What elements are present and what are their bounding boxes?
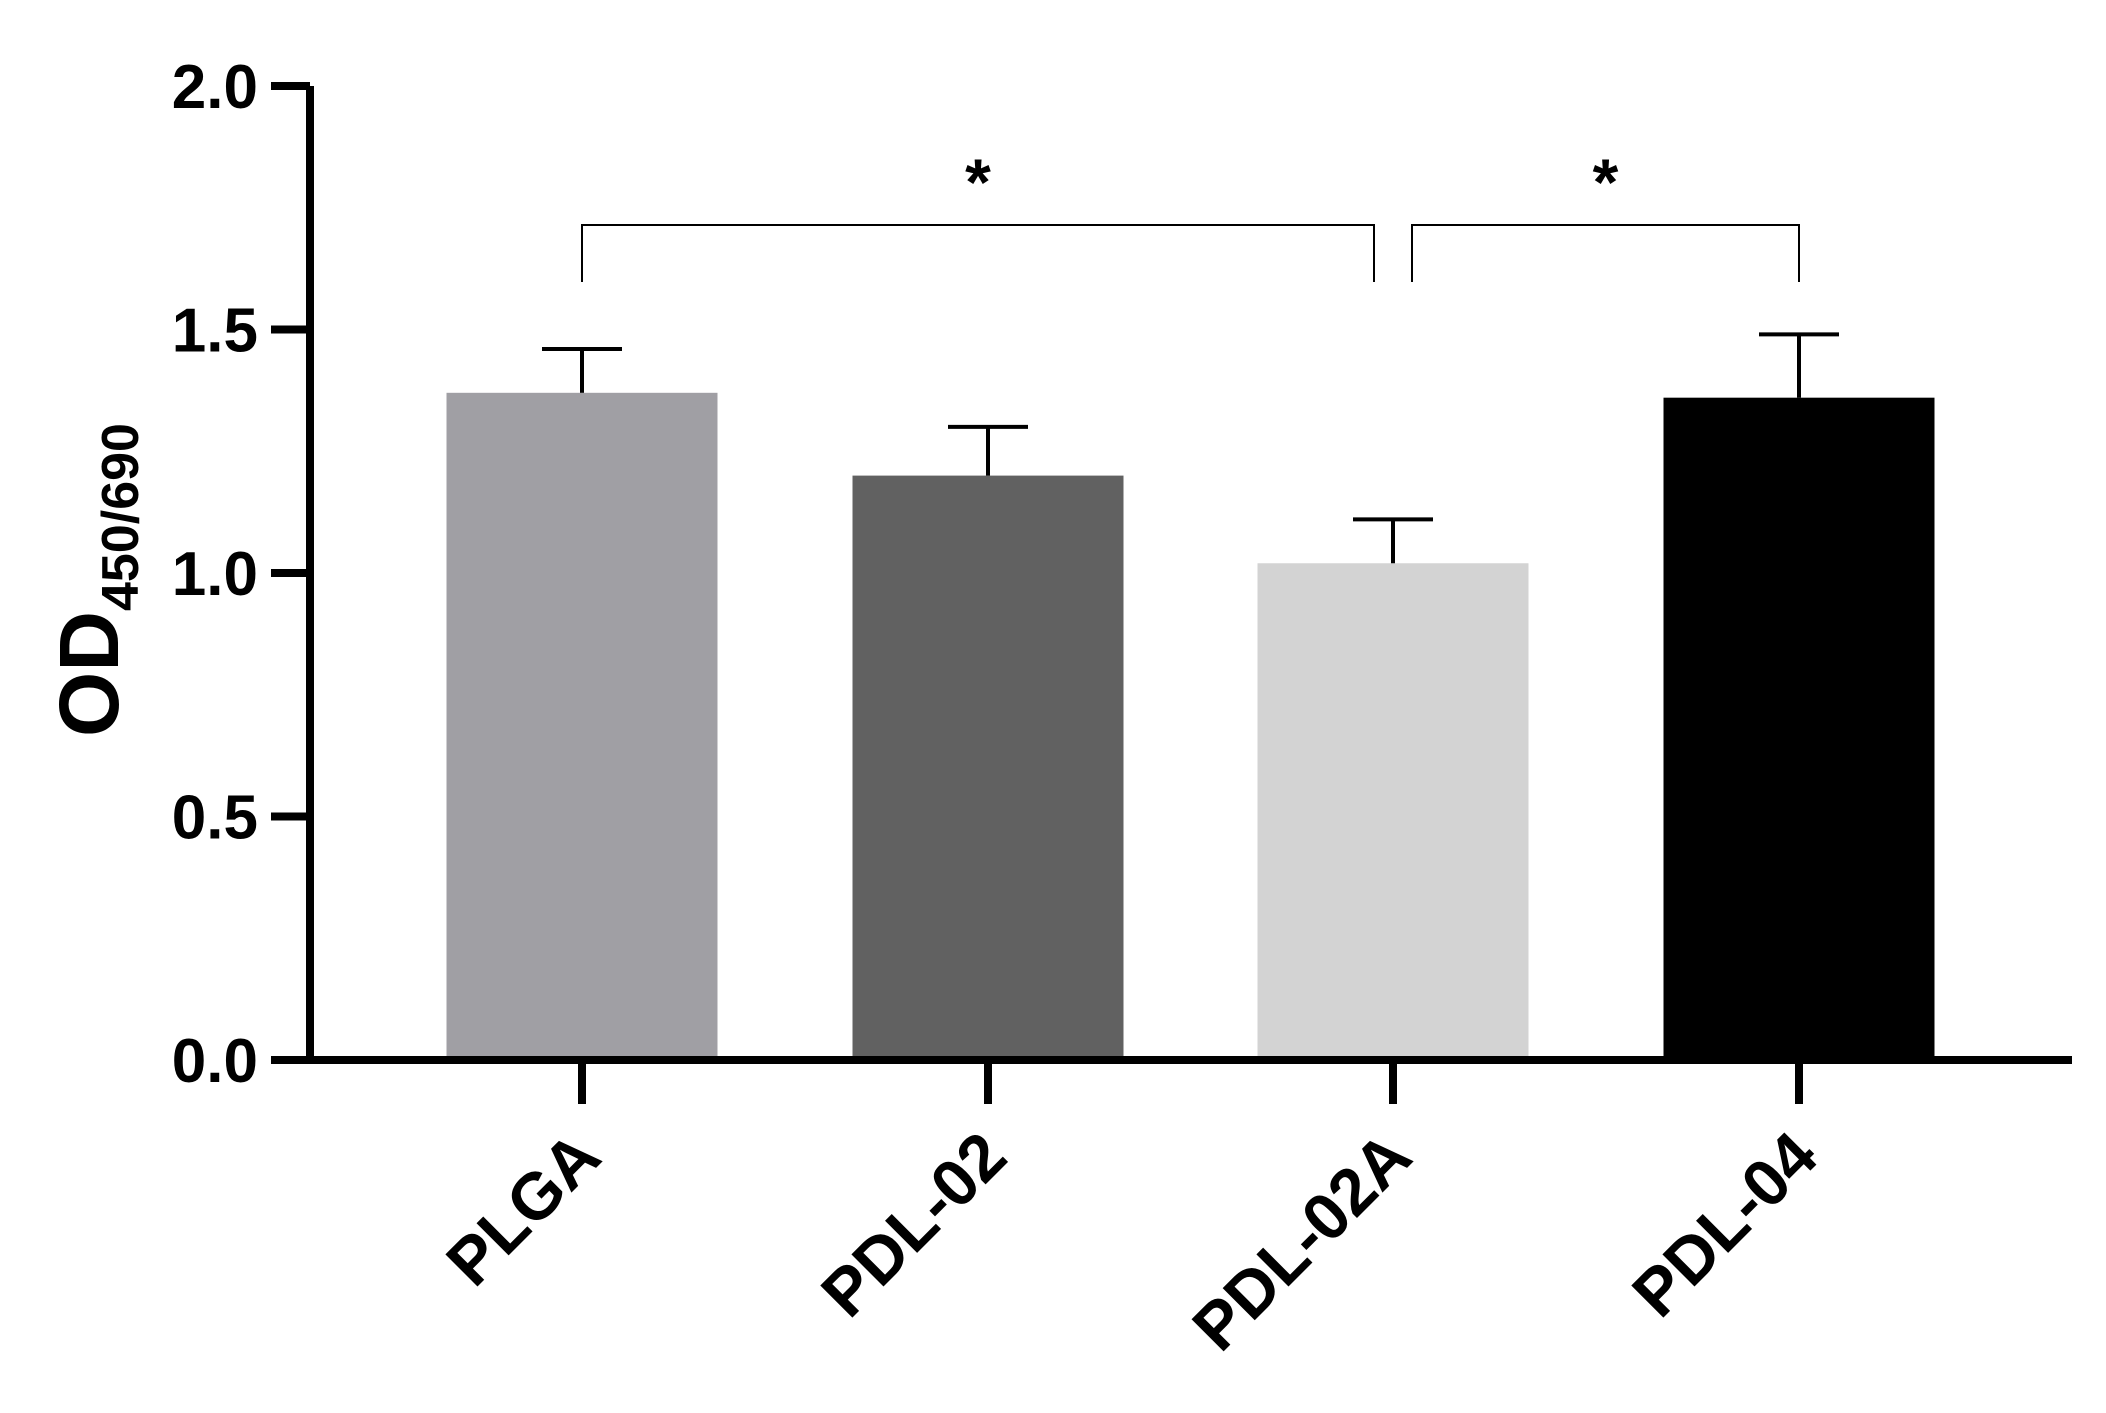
x-tick-label: PDL-02A — [1178, 1118, 1425, 1365]
y-tick-label: 0.0 — [172, 1027, 258, 1096]
y-tick-label: 1.0 — [172, 540, 258, 609]
x-tick-label: PDL-04 — [1618, 1117, 1831, 1330]
y-axis-title: OD450/690 — [42, 423, 150, 737]
x-tick-label: PLGA — [432, 1118, 614, 1300]
significance-group: * * — [581, 145, 1800, 282]
bar-plga — [446, 392, 718, 1060]
significance-bracket — [581, 224, 1375, 282]
bar-pdl-02 — [852, 475, 1124, 1061]
x-tick-label: PDL-02 — [807, 1118, 1020, 1331]
significance-label: * — [1593, 145, 1619, 219]
y-tick-label: 0.5 — [172, 784, 258, 853]
y-tick-label: 1.5 — [172, 297, 258, 366]
bar-pdl-04 — [1663, 397, 1935, 1060]
y-ticks-group: 0.0 0.5 1.0 1.5 2.0 — [172, 53, 310, 1096]
x-ticks-group: PLGA PDL-02 PDL-02A PDL-04 — [432, 1060, 1831, 1364]
y-axis-title-subscript: 450/690 — [92, 423, 150, 611]
y-axis-title-main: OD — [42, 611, 136, 737]
significance-label: * — [965, 145, 991, 219]
bar-pdl-02a — [1257, 563, 1529, 1060]
error-bars-group — [542, 332, 1839, 564]
bars-group — [446, 392, 1935, 1061]
y-tick-label: 2.0 — [172, 53, 258, 122]
significance-bracket — [1411, 224, 1800, 282]
